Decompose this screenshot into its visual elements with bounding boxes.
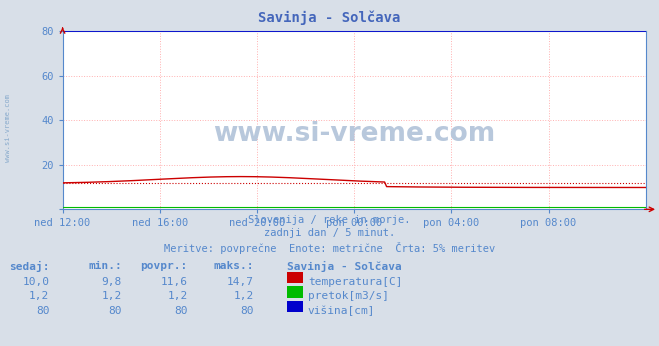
Text: 11,6: 11,6 bbox=[161, 277, 188, 287]
Text: pretok[m3/s]: pretok[m3/s] bbox=[308, 291, 389, 301]
Text: Savinja - Solčava: Savinja - Solčava bbox=[258, 10, 401, 25]
Text: 9,8: 9,8 bbox=[101, 277, 122, 287]
Text: Meritve: povprečne  Enote: metrične  Črta: 5% meritev: Meritve: povprečne Enote: metrične Črta:… bbox=[164, 242, 495, 254]
Text: Slovenija / reke in morje.: Slovenija / reke in morje. bbox=[248, 215, 411, 225]
Text: 1,2: 1,2 bbox=[101, 291, 122, 301]
Text: 80: 80 bbox=[175, 306, 188, 316]
Text: maks.:: maks.: bbox=[214, 261, 254, 271]
Text: min.:: min.: bbox=[88, 261, 122, 271]
Text: 14,7: 14,7 bbox=[227, 277, 254, 287]
Text: Savinja - Solčava: Savinja - Solčava bbox=[287, 261, 401, 272]
Text: zadnji dan / 5 minut.: zadnji dan / 5 minut. bbox=[264, 228, 395, 238]
Text: 80: 80 bbox=[109, 306, 122, 316]
Text: 80: 80 bbox=[241, 306, 254, 316]
Text: www.si-vreme.com: www.si-vreme.com bbox=[213, 121, 496, 147]
Text: temperatura[C]: temperatura[C] bbox=[308, 277, 402, 287]
Text: 1,2: 1,2 bbox=[167, 291, 188, 301]
Text: 1,2: 1,2 bbox=[29, 291, 49, 301]
Text: 80: 80 bbox=[36, 306, 49, 316]
Text: www.si-vreme.com: www.si-vreme.com bbox=[5, 94, 11, 162]
Text: povpr.:: povpr.: bbox=[140, 261, 188, 271]
Text: 1,2: 1,2 bbox=[233, 291, 254, 301]
Text: sedaj:: sedaj: bbox=[9, 261, 49, 272]
Text: 10,0: 10,0 bbox=[22, 277, 49, 287]
Text: višina[cm]: višina[cm] bbox=[308, 306, 375, 316]
